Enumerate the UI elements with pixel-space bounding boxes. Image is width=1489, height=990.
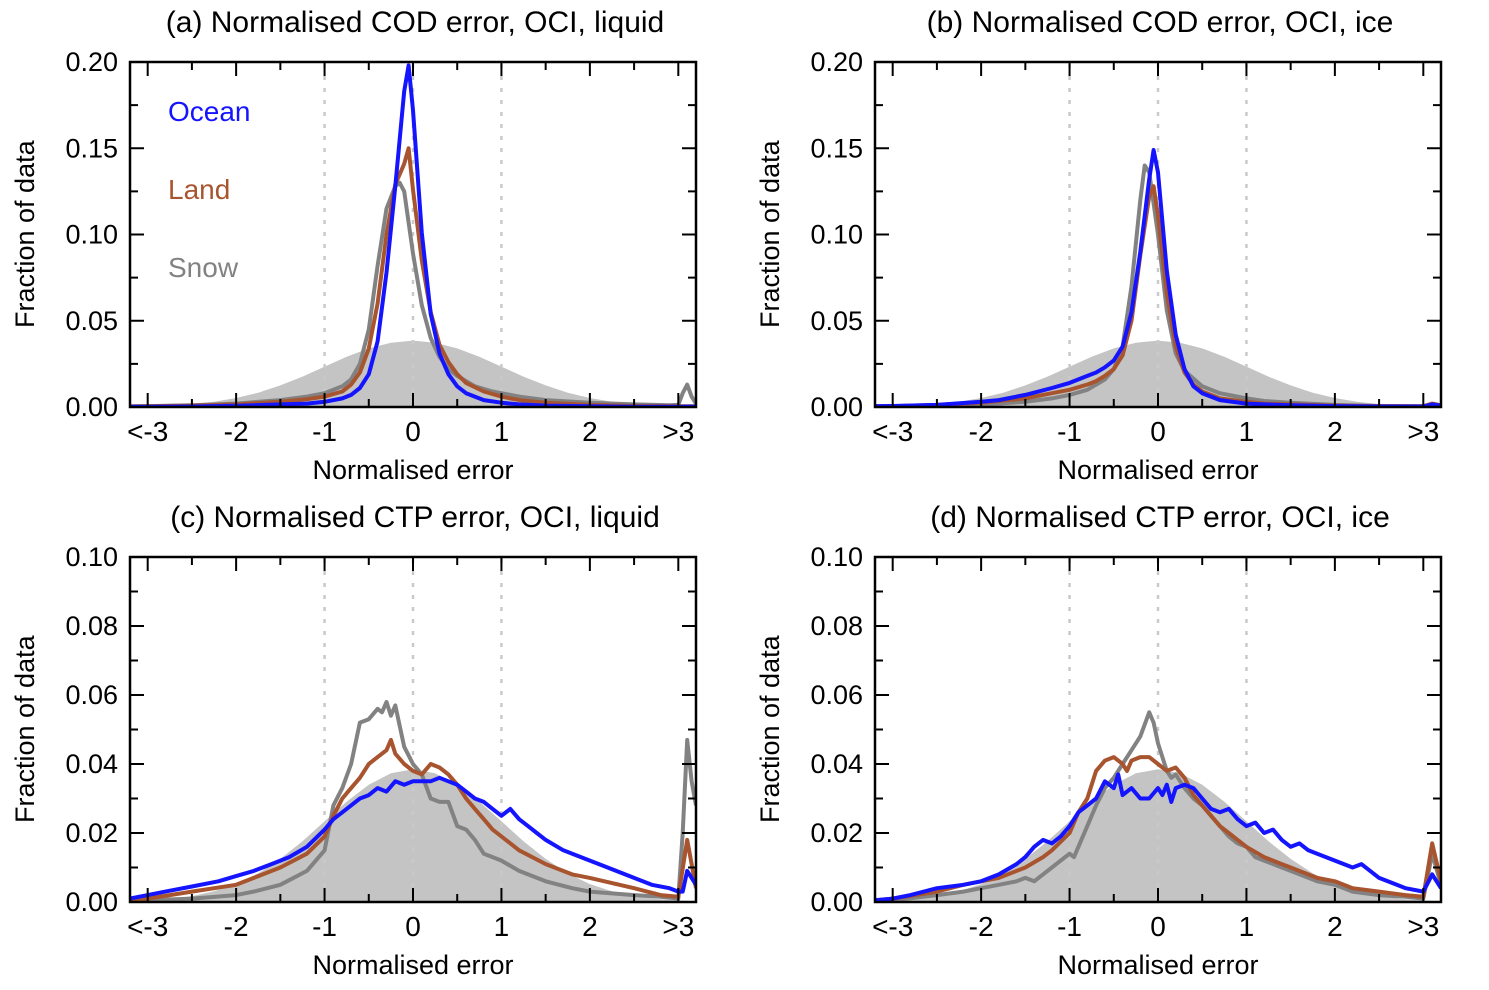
svg-text:0.00: 0.00 [810,392,863,422]
svg-text:-2: -2 [969,911,994,942]
svg-text:>3: >3 [662,416,694,447]
svg-text:2: 2 [1327,416,1343,447]
svg-text:<-3: <-3 [872,416,913,447]
svg-text:0: 0 [1150,911,1166,942]
svg-text:Normalised error: Normalised error [312,950,513,980]
svg-text:0.20: 0.20 [810,47,863,77]
svg-text:1: 1 [1239,416,1255,447]
svg-text:>3: >3 [662,911,694,942]
svg-text:0.06: 0.06 [65,680,118,710]
svg-text:Normalised error: Normalised error [312,455,513,485]
svg-text:0.08: 0.08 [65,611,118,641]
legend-item-land: Land [168,174,231,205]
svg-text:0.20: 0.20 [65,47,118,77]
plot-svg-b: 0.00 0.05 0.10 0.15 0.20 <-3 -2 -1 0 1 2 >3 Normalis… [810,47,1443,485]
svg-text:0.10: 0.10 [65,220,118,250]
svg-text:-2: -2 [224,416,249,447]
legend-item-ocean: Ocean [168,96,251,127]
svg-text:0.06: 0.06 [810,680,863,710]
panel-c-title: (c) Normalised CTP error, OCI, liquid [170,501,660,534]
svg-text:>3: >3 [1407,416,1439,447]
svg-text:0: 0 [1150,416,1166,447]
svg-text:-1: -1 [1057,416,1082,447]
panel-a: (a) Normalised COD error, OCI, liquid Fr… [0,0,744,495]
svg-text:0.10: 0.10 [810,542,863,572]
svg-text:0.05: 0.05 [810,306,863,336]
plot-svg-d: 0.00 0.02 0.04 0.06 0.08 0.10 <-3 -2 -1 0 1 2 >3 Norm… [810,542,1443,980]
svg-text:0.02: 0.02 [65,818,118,848]
svg-text:-1: -1 [312,911,337,942]
panel-b: (b) Normalised COD error, OCI, ice Fract… [745,0,1489,495]
svg-text:0.02: 0.02 [810,818,863,848]
svg-text:0.10: 0.10 [810,220,863,250]
svg-text:1: 1 [1239,911,1255,942]
svg-text:2: 2 [582,911,598,942]
panel-a-title: (a) Normalised COD error, OCI, liquid [165,6,665,39]
svg-text:0.00: 0.00 [65,392,118,422]
svg-text:0.15: 0.15 [810,133,863,163]
panel-d: (d) Normalised CTP error, OCI, ice Fract… [745,495,1489,990]
svg-text:0: 0 [405,416,421,447]
svg-text:-2: -2 [224,911,249,942]
svg-text:>3: >3 [1407,911,1439,942]
svg-text:0.04: 0.04 [810,749,863,779]
svg-text:-1: -1 [312,416,337,447]
plot-svg-a: 0.00 0.05 0.10 0.15 0.20 <-3 -2 -1 0 1 2 >3 Normalis… [65,47,698,485]
svg-text:0.15: 0.15 [65,133,118,163]
svg-text:2: 2 [1327,911,1343,942]
svg-text:1: 1 [494,416,510,447]
svg-text:0.08: 0.08 [810,611,863,641]
svg-text:2: 2 [582,416,598,447]
svg-text:0.04: 0.04 [65,749,118,779]
svg-text:<-3: <-3 [127,416,168,447]
svg-text:0.00: 0.00 [65,887,118,917]
svg-text:0.05: 0.05 [65,306,118,336]
svg-text:<-3: <-3 [127,911,168,942]
svg-text:1: 1 [494,911,510,942]
panel-b-title: (b) Normalised COD error, OCI, ice [926,6,1394,39]
svg-text:<-3: <-3 [872,911,913,942]
svg-text:0.10: 0.10 [65,542,118,572]
legend-item-snow: Snow [168,252,239,283]
svg-text:Normalised error: Normalised error [1057,455,1258,485]
svg-text:-2: -2 [969,416,994,447]
svg-text:0.00: 0.00 [810,887,863,917]
svg-text:Normalised error: Normalised error [1057,950,1258,980]
svg-text:-1: -1 [1057,911,1082,942]
plot-svg-c: 0.00 0.02 0.04 0.06 0.08 0.10 <-3 -2 -1 0 1 2 >3 Norm… [65,542,698,980]
panel-d-title: (d) Normalised CTP error, OCI, ice [930,501,1390,534]
svg-text:0: 0 [405,911,421,942]
panel-c: (c) Normalised CTP error, OCI, liquid Fr… [0,495,744,990]
legend: Ocean Land Snow [168,96,251,330]
